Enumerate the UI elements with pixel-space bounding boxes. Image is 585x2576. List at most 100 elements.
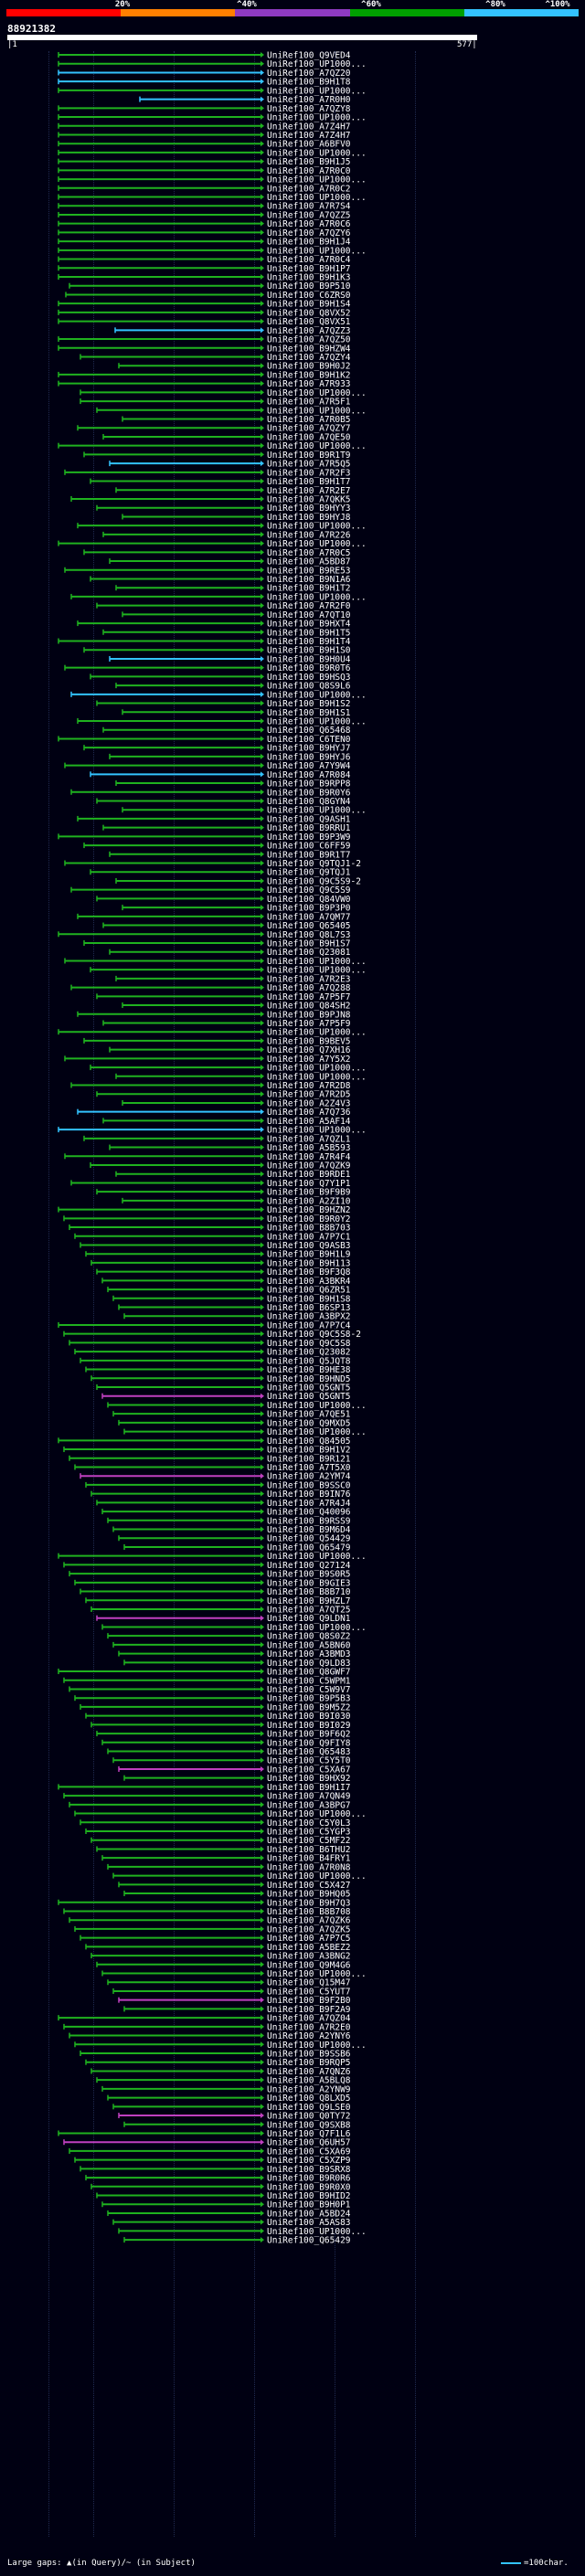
hit-label[interactable]: UniRef100_Q9FIY8 (267, 1738, 351, 1748)
hit-row[interactable]: UniRef100_C5W9V7 (69, 1685, 351, 1695)
hit-label[interactable]: UniRef100_A7P5F7 (267, 992, 351, 1002)
hit-label[interactable]: UniRef100_B9HSQ3 (267, 673, 351, 683)
hit-label[interactable]: UniRef100_Q9TQJ1-2 (267, 859, 361, 869)
hit-label[interactable]: UniRef100_UP1000... (267, 441, 367, 451)
hit-label[interactable]: UniRef100_B9RDE1 (267, 1170, 351, 1180)
hit-row[interactable]: UniRef100_B9RQP5 (85, 2058, 351, 2068)
hit-label[interactable]: UniRef100_Q40096 (267, 1508, 351, 1518)
hit-row[interactable]: UniRef100_Q8GYN4 (96, 797, 351, 807)
hit-label[interactable]: UniRef100_UP1000... (267, 1028, 367, 1038)
hit-row[interactable]: UniRef100_UP1000... (80, 388, 367, 398)
hit-label[interactable]: UniRef100_A7QE50 (267, 432, 351, 442)
hit-label[interactable]: UniRef100_B9HND5 (267, 1374, 351, 1384)
hit-label[interactable]: UniRef100_B9F3Q8 (267, 1267, 351, 1277)
hit-row[interactable]: UniRef100_B9H1K3 (58, 273, 351, 283)
hit-row[interactable]: UniRef100_B9R0T6 (64, 663, 351, 673)
hit-row[interactable]: UniRef100_A6BFV0 (58, 140, 351, 150)
hit-row[interactable]: UniRef100_Q7F1L6 (58, 2129, 351, 2139)
hit-label[interactable]: UniRef100_Q54429 (267, 1534, 351, 1544)
hit-label[interactable]: UniRef100_B9P3P0 (267, 904, 351, 914)
hit-label[interactable]: UniRef100_Q5GNT5 (267, 1392, 351, 1402)
hit-row[interactable]: UniRef100_C5XA69 (69, 2147, 351, 2157)
hit-row[interactable]: UniRef100_UP1000... (77, 717, 367, 727)
hit-row[interactable]: UniRef100_A7QM77 (77, 912, 351, 922)
hit-row[interactable]: UniRef100_B9HZW4 (58, 344, 351, 354)
hit-label[interactable]: UniRef100_A7R2D5 (267, 1090, 351, 1100)
hit-label[interactable]: UniRef100_A7QZK9 (267, 1161, 351, 1171)
hit-label[interactable]: UniRef100_B9H1S8 (267, 1294, 351, 1304)
hit-label[interactable]: UniRef100_Q8S0Z2 (267, 1632, 351, 1642)
hit-label[interactable]: UniRef100_B9R1T7 (267, 850, 351, 860)
hit-row[interactable]: UniRef100_C6FF59 (83, 842, 351, 852)
hit-row[interactable]: UniRef100_UP1000... (96, 406, 367, 416)
hit-label[interactable]: UniRef100_Q9M4G6 (267, 1960, 351, 1970)
hit-label[interactable]: UniRef100_Q65468 (267, 726, 351, 736)
hit-row[interactable]: UniRef100_A7QZY6 (58, 228, 351, 239)
hit-row[interactable]: UniRef100_Q54429 (118, 1534, 351, 1544)
hit-row[interactable]: UniRef100_Q65405 (102, 921, 351, 931)
hit-row[interactable]: UniRef100_B9HE38 (85, 1365, 351, 1375)
hit-label[interactable]: UniRef100_B9P5B3 (267, 1694, 351, 1704)
hit-row[interactable]: UniRef100_A7QN49 (63, 1792, 351, 1802)
hit-row[interactable]: UniRef100_A5BD24 (107, 2209, 351, 2219)
hit-row[interactable]: UniRef100_B9HSQ3 (90, 673, 351, 683)
hit-label[interactable]: UniRef100_B9N1A6 (267, 575, 351, 585)
hit-label[interactable]: UniRef100_UP1000... (267, 86, 367, 96)
hit-label[interactable]: UniRef100_C5YGP3 (267, 1828, 351, 1838)
hit-row[interactable]: UniRef100_A7QT25 (90, 1606, 351, 1616)
hit-label[interactable]: UniRef100_Q8VX52 (267, 308, 351, 318)
hit-label[interactable]: UniRef100_A2YM74 (267, 1472, 351, 1482)
hit-label[interactable]: UniRef100_A7P5F9 (267, 1019, 351, 1029)
hit-row[interactable]: UniRef100_C5Y5T0 (112, 1756, 351, 1766)
hit-row[interactable]: UniRef100_A7QZK9 (90, 1161, 351, 1171)
hit-label[interactable]: UniRef100_Q23082 (267, 1348, 351, 1358)
hit-label[interactable]: UniRef100_UP1000... (267, 113, 367, 123)
hit-row[interactable]: UniRef100_A7T5X0 (74, 1463, 351, 1473)
hit-row[interactable]: UniRef100_Q9FIY8 (101, 1738, 351, 1748)
hit-label[interactable]: UniRef100_B9H113 (267, 1258, 351, 1268)
hit-row[interactable]: UniRef100_A7QZY4 (80, 353, 351, 363)
hit-label[interactable]: UniRef100_Q23081 (267, 948, 351, 958)
hit-label[interactable]: UniRef100_B8B710 (267, 1587, 351, 1597)
hit-row[interactable]: UniRef100_C5XZP9 (74, 2156, 351, 2166)
hit-row[interactable]: UniRef100_Q7XH16 (109, 1045, 351, 1055)
hit-row[interactable]: UniRef100_B9M5Z2 (80, 1702, 351, 1712)
hit-label[interactable]: UniRef100_B9R0X0 (267, 2182, 351, 2192)
hit-label[interactable]: UniRef100_Q9LSE0 (267, 2103, 351, 2113)
hit-label[interactable]: UniRef100_B9H1V2 (267, 1446, 351, 1456)
hit-label[interactable]: UniRef100_Q7F1L6 (267, 2129, 351, 2139)
hit-label[interactable]: UniRef100_B9H1S1 (267, 708, 351, 718)
hit-row[interactable]: UniRef100_B9RE53 (64, 566, 351, 576)
hit-row[interactable]: UniRef100_A3BNG2 (90, 1952, 351, 1962)
hit-row[interactable]: UniRef100_A5AF14 (102, 1117, 351, 1127)
hit-row[interactable]: UniRef100_A7R5F1 (80, 398, 351, 408)
hit-row[interactable]: UniRef100_A7Y9W4 (64, 761, 351, 771)
hit-label[interactable]: UniRef100_UP1000... (267, 539, 367, 549)
hit-row[interactable]: UniRef100_UP1000... (107, 1401, 367, 1411)
hit-row[interactable]: UniRef100_UP1000... (112, 1871, 367, 1882)
hit-row[interactable]: UniRef100_B9H1T2 (115, 584, 351, 594)
hit-row[interactable]: UniRef100_Q9MXD5 (118, 1418, 351, 1428)
hit-label[interactable]: UniRef100_B9R121 (267, 1454, 351, 1464)
hit-row[interactable]: UniRef100_B8B703 (69, 1224, 351, 1234)
hit-row[interactable]: UniRef100_A7QKK5 (70, 495, 351, 505)
hit-label[interactable]: UniRef100_UP1000... (267, 1126, 367, 1136)
hit-row[interactable]: UniRef100_UP1000... (70, 690, 367, 700)
hit-label[interactable]: UniRef100_A7Z4H7 (267, 122, 351, 132)
hit-label[interactable]: UniRef100_Q9C5S8-2 (267, 1330, 361, 1340)
hit-label[interactable]: UniRef100_Q9ASB3 (267, 1241, 351, 1251)
hit-label[interactable]: UniRef100_A7Q288 (267, 983, 351, 993)
hit-label[interactable]: UniRef100_C5Y0L3 (267, 1818, 351, 1829)
hit-label[interactable]: UniRef100_A6BFV0 (267, 140, 351, 150)
hit-row[interactable]: UniRef100_A7R0C0 (58, 166, 351, 176)
hit-label[interactable]: UniRef100_Q84VW0 (267, 895, 351, 905)
hit-label[interactable]: UniRef100_A7QN49 (267, 1792, 351, 1802)
hit-label[interactable]: UniRef100_UP1000... (267, 966, 367, 976)
hit-row[interactable]: UniRef100_C5YUT7 (112, 1987, 351, 1997)
hit-label[interactable]: UniRef100_A7QNZ6 (267, 2067, 351, 2077)
hit-row[interactable]: UniRef100_A7R933 (58, 379, 351, 389)
hit-label[interactable]: UniRef100_UP1000... (267, 1427, 367, 1437)
hit-label[interactable]: UniRef100_B9HYJ7 (267, 744, 351, 754)
hit-label[interactable]: UniRef100_B9RPP8 (267, 779, 351, 790)
hit-label[interactable]: UniRef100_A2ZI10 (267, 1196, 351, 1206)
